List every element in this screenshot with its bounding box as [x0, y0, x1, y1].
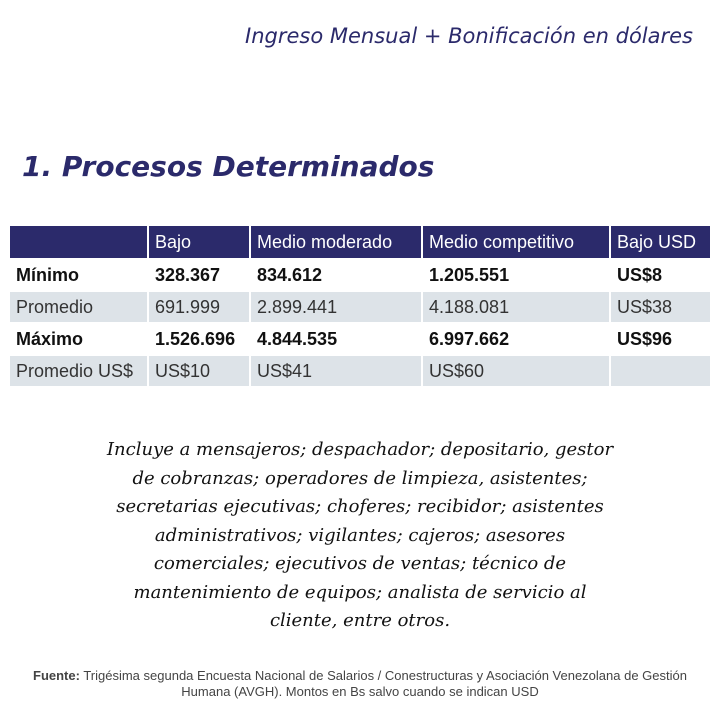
table-cell: US$41 — [251, 356, 421, 386]
table-row: Promedio 691.999 2.899.441 4.188.081 US$… — [10, 292, 710, 322]
table-header-row: Bajo Medio moderado Medio competitivo Ba… — [10, 226, 710, 258]
table-cell: US$96 — [611, 324, 710, 354]
table-header-cell — [10, 226, 147, 258]
table-cell: 691.999 — [149, 292, 249, 322]
description-line: mantenimiento de equipos; analista de se… — [133, 581, 587, 603]
table-cell: 2.899.441 — [251, 292, 421, 322]
table-header-cell: Bajo USD — [611, 226, 710, 258]
table-row: Mínimo 328.367 834.612 1.205.551 US$8 — [10, 260, 710, 290]
source-label: Fuente: — [33, 668, 80, 683]
description-line: comerciales; ejecutivos de ventas; técni… — [153, 553, 567, 574]
table-cell: US$60 — [423, 356, 609, 386]
row-label: Mínimo — [10, 260, 147, 290]
table-row: Promedio US$ US$10 US$41 US$60 — [10, 356, 710, 386]
table-cell: 4.188.081 — [423, 292, 609, 322]
section-title: 1. Procesos Determinados — [22, 150, 435, 183]
description-line: cliente, entre otros. — [269, 610, 451, 631]
source-footer: Fuente: Trigésima segunda Encuesta Nacio… — [10, 668, 710, 700]
table-cell: US$38 — [611, 292, 710, 322]
table-cell — [611, 356, 710, 386]
table-header-cell: Medio moderado — [251, 226, 421, 258]
salary-table: Bajo Medio moderado Medio competitivo Ba… — [8, 224, 712, 388]
table-cell: 4.844.535 — [251, 324, 421, 354]
description-line: de cobranzas; operadores de limpieza, as… — [132, 467, 588, 489]
row-label: Máximo — [10, 324, 147, 354]
table-cell: 834.612 — [251, 260, 421, 290]
description-line: secretarias ejecutivas; choferes; recibi… — [116, 496, 604, 517]
description-line: Incluye a mensajeros; despachador; depos… — [106, 439, 614, 460]
description-text: Incluye a mensajeros; despachador; depos… — [95, 436, 625, 636]
table-cell: 6.997.662 — [423, 324, 609, 354]
header-title: Ingreso Mensual + Bonificación en dólare… — [245, 24, 693, 48]
row-label: Promedio — [10, 292, 147, 322]
table-cell: 1.205.551 — [423, 260, 609, 290]
table-cell: US$10 — [149, 356, 249, 386]
table-header-cell: Medio competitivo — [423, 226, 609, 258]
description-line: administrativos; vigilantes; cajeros; as… — [154, 524, 566, 546]
table-cell: US$8 — [611, 260, 710, 290]
table-cell: 328.367 — [149, 260, 249, 290]
row-label: Promedio US$ — [10, 356, 147, 386]
source-text: Trigésima segunda Encuesta Nacional de S… — [79, 668, 687, 699]
table-row: Máximo 1.526.696 4.844.535 6.997.662 US$… — [10, 324, 710, 354]
table-cell: 1.526.696 — [149, 324, 249, 354]
table-header-cell: Bajo — [149, 226, 249, 258]
